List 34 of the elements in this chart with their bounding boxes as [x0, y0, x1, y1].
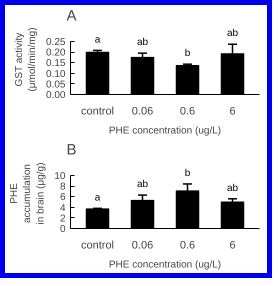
- y-tick-label: 0.05: [46, 79, 66, 90]
- y-tick-label: 0.00: [46, 90, 66, 101]
- y-tick-label: 0.20: [46, 48, 66, 59]
- y-tick-label: 8: [60, 182, 66, 193]
- y-axis-title: GST activity (μmol/min/mg): [14, 27, 38, 92]
- annotation: ab: [136, 179, 148, 190]
- x-tick-label: control: [80, 106, 114, 118]
- annotation: ab: [226, 182, 238, 194]
- annotation: b: [184, 168, 191, 179]
- y-tick-label: 4: [60, 202, 66, 214]
- y-tick-label: 10: [54, 170, 66, 182]
- annotation: ab: [136, 37, 148, 48]
- y-axis-title: PHE accumulation in brain (μg/g): [8, 162, 46, 224]
- x-tick-label: 0.06: [132, 106, 154, 118]
- annotation: a: [94, 192, 101, 204]
- annotation: a: [94, 34, 101, 46]
- x-axis-title: PHE concentration (ug/L): [108, 260, 222, 270]
- x-tick-label: 6: [229, 240, 236, 252]
- annotation: b: [184, 48, 191, 60]
- x-tick-label: 0.6: [180, 106, 196, 118]
- text: ab: [226, 28, 238, 40]
- x-tick-label: control: [80, 240, 114, 252]
- y-tick-label: 0.25: [46, 36, 66, 48]
- y-tick-label: 6: [60, 192, 66, 204]
- y-tick-label: 2: [60, 213, 66, 224]
- chart-title: A: [66, 8, 77, 24]
- chart-title: B: [66, 142, 77, 158]
- y-tick-label: 0: [60, 224, 66, 235]
- y-tick-label: 0.15: [46, 58, 66, 70]
- x-tick-label: 0.6: [180, 240, 196, 252]
- x-tick-label: 6: [229, 106, 236, 118]
- x-tick-label: 0.06: [132, 240, 154, 252]
- y-tick-label: 0.10: [46, 68, 66, 80]
- x-axis-title: PHE concentration (ug/L): [108, 126, 222, 136]
